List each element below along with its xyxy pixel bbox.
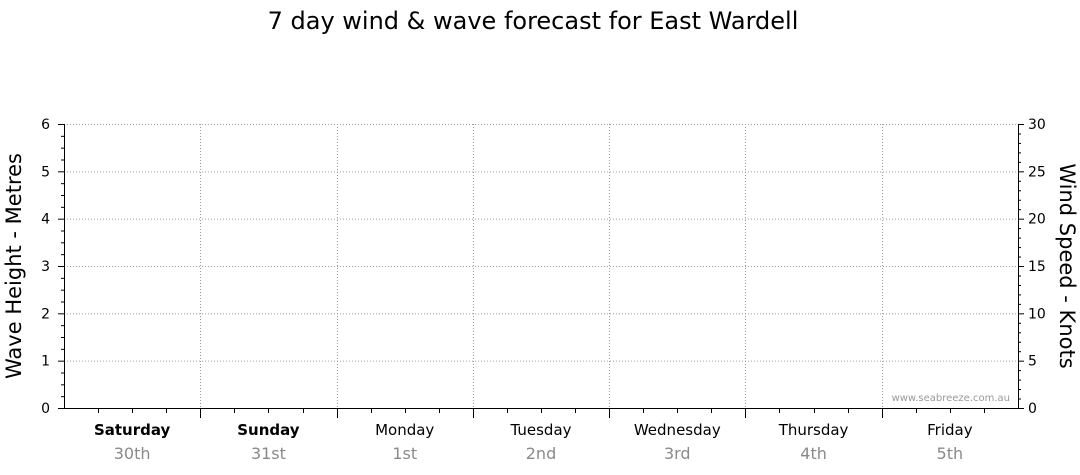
grid (64, 124, 1018, 408)
y-axis-left-tick-label: 4 (41, 212, 50, 228)
y-axis-left-tick-label: 5 (41, 164, 50, 180)
x-axis-date-label: 2nd (526, 444, 556, 463)
chart-title: 7 day wind & wave forecast for East Ward… (268, 7, 799, 35)
y-axis-right-tick-label: 10 (1028, 306, 1046, 322)
y-axis-right-tick-label: 0 (1028, 401, 1037, 417)
x-axis-day-label: Monday (375, 421, 434, 439)
x-axis-date-label: 31st (251, 444, 286, 463)
y-axis-right-tick-label: 5 (1028, 354, 1037, 370)
y-axis-left-tick-label: 3 (41, 259, 50, 275)
y-axis-right-tick-label: 20 (1028, 212, 1046, 228)
x-axis-date-label: 1st (392, 444, 417, 463)
x-axis-date-label: 5th (937, 444, 964, 463)
y-axis-right-tick-label: 30 (1028, 117, 1046, 133)
y-axis-left-tick-label: 2 (41, 306, 50, 322)
y-axis-left-tick-label: 6 (41, 117, 50, 133)
y-axis-right-ticks: 0 5 10 15 20 25 30 (1018, 117, 1046, 417)
x-axis-date-label: 30th (114, 444, 151, 463)
y-axis-right-tick-label: 25 (1028, 164, 1046, 180)
y-axis-right-title: Wind Speed - Knots (1055, 163, 1079, 368)
y-axis-left-ticks: 0 1 2 3 4 5 6 (41, 117, 64, 417)
watermark-text: www.seabreeze.com.au (892, 393, 1010, 404)
x-axis-day-label: Wednesday (634, 421, 721, 439)
y-axis-left-title: Wave Height - Metres (2, 153, 26, 379)
x-axis-day-label: Saturday (94, 421, 171, 439)
x-axis-date-label: 3rd (664, 444, 691, 463)
x-axis-day-label: Tuesday (509, 421, 571, 439)
x-axis-date-label: 4th (800, 444, 827, 463)
y-axis-left-tick-label: 1 (41, 354, 50, 370)
x-axis-day-labels: Saturday 30th Sunday 31st Monday 1st Tuesday 2n… (94, 408, 985, 463)
y-axis-right-tick-label: 15 (1028, 259, 1046, 275)
x-axis-day-label: Thursday (778, 421, 849, 439)
x-axis-day-label: Friday (927, 421, 973, 439)
y-axis-left-tick-label: 0 (41, 401, 50, 417)
x-axis-day-label: Sunday (237, 421, 300, 439)
